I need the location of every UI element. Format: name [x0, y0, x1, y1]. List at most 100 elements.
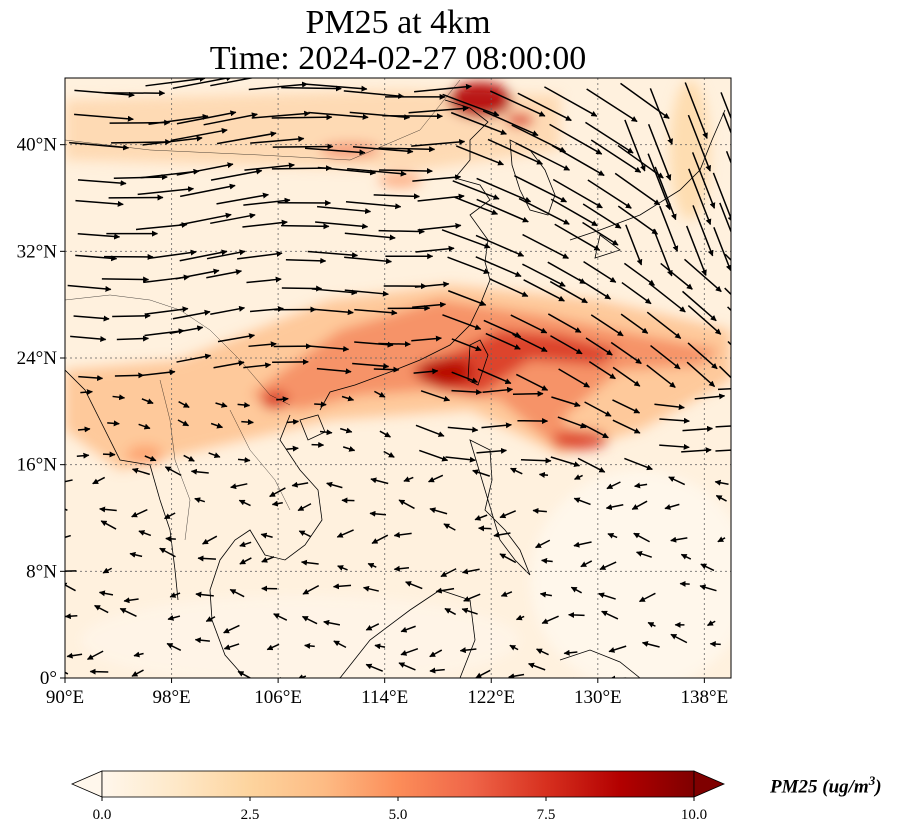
pm25-patch-shandong: [378, 172, 422, 188]
wind-arrow: [509, 644, 519, 651]
wind-arrow: [461, 607, 478, 615]
wind-arrow: [451, 338, 482, 352]
wind-arrow: [142, 135, 203, 146]
wind-arrow: [550, 335, 583, 355]
wind-arrow: [138, 530, 152, 537]
wind-arrow: [720, 92, 731, 121]
wind-arrow: [450, 111, 507, 135]
wind-arrow: [378, 341, 411, 348]
wind-arrow: [512, 390, 544, 397]
wind-arrow: [451, 389, 483, 396]
wind-arrow: [168, 679, 184, 686]
wind-arrow: [65, 479, 73, 483]
wind-arrow: [550, 198, 598, 227]
wind-arrow: [311, 288, 358, 296]
wind-arrow: [573, 541, 592, 548]
colorbar-extend-min: [70, 770, 103, 798]
wind-arrow: [549, 123, 603, 155]
wind-arrow: [634, 482, 648, 489]
wind-arrow: [614, 172, 661, 206]
wind-arrow: [523, 279, 565, 302]
wind-arrow: [585, 121, 634, 154]
wind-arrow: [342, 446, 356, 452]
wind-arrow: [455, 145, 504, 166]
wind-arrow: [217, 333, 256, 343]
wind-arrow: [541, 615, 559, 624]
wind-arrow: [647, 621, 656, 628]
wind-arrow: [352, 146, 414, 155]
wind-arrow: [369, 510, 387, 517]
wind-arrow: [135, 222, 188, 231]
colorbar-tick-label: 7.5: [537, 807, 556, 823]
wind-arrow: [210, 168, 263, 181]
wind-arrow: [659, 417, 690, 424]
wind-arrow: [306, 83, 368, 92]
wind-arrow: [727, 340, 731, 346]
wind-arrow: [169, 592, 181, 598]
wind-arrow: [145, 78, 206, 87]
wind-arrow: [414, 281, 450, 288]
wind-arrow: [74, 89, 135, 98]
wind-arrow: [417, 193, 465, 202]
wind-arrow: [610, 341, 642, 365]
wind-arrow: [164, 466, 182, 477]
wind-arrow: [349, 111, 411, 121]
colorbar-label-text: PM25 (ug/m: [770, 776, 869, 798]
wind-arrow: [428, 474, 444, 483]
wind-arrow: [194, 637, 210, 644]
wind-arrow: [582, 203, 622, 229]
wind-arrow: [475, 256, 522, 277]
wind-arrow: [549, 280, 588, 304]
wind-arrow: [660, 262, 693, 290]
wind-arrow: [605, 504, 624, 511]
wind-arrow: [365, 623, 380, 631]
wind-arrow: [172, 309, 211, 320]
wind-arrow: [725, 150, 731, 165]
wind-arrow: [668, 476, 686, 486]
wind-arrow: [535, 539, 551, 549]
wind-arrow: [100, 520, 117, 530]
wind-arrow: [172, 78, 233, 90]
wind-arrow: [649, 88, 673, 145]
border-china-north: [65, 79, 461, 161]
wind-arrow: [528, 662, 546, 671]
wind-arrow: [65, 582, 76, 592]
colorbar-tick-label: 5.0: [389, 807, 408, 823]
wind-arrow: [393, 531, 412, 538]
colorbar-body: [101, 770, 695, 798]
wind-arrow: [243, 197, 291, 206]
wind-arrow: [398, 662, 416, 671]
wind-arrow: [260, 532, 273, 539]
wind-arrow: [383, 450, 395, 458]
wind-arrow: [271, 500, 283, 507]
wind-arrow: [314, 401, 327, 408]
wind-arrow: [461, 568, 480, 575]
wind-arrow: [238, 499, 251, 507]
wind-arrow: [558, 368, 590, 388]
wind-arrow: [517, 92, 572, 122]
wind-arrow: [76, 452, 90, 459]
wind-arrow: [601, 610, 619, 620]
wind-arrow: [165, 535, 176, 542]
wind-arrow: [178, 401, 190, 409]
wind-arrow: [370, 477, 389, 485]
wind-arrow: [374, 390, 386, 398]
wind-arrow: [347, 168, 407, 177]
wind-arrow: [340, 427, 353, 434]
wind-arrow: [712, 172, 731, 223]
wind-arrow: [223, 624, 240, 634]
y-tick-label: 32°N: [17, 241, 58, 262]
wind-arrow: [692, 205, 714, 257]
wind-arrow: [582, 221, 619, 246]
wind-arrow: [617, 205, 658, 235]
colorbar-extend-max: [693, 770, 726, 798]
wind-arrow: [463, 593, 481, 602]
wind-arrow: [208, 452, 221, 458]
wind-arrow: [323, 619, 341, 626]
wind-arrow: [508, 673, 525, 678]
wind-arrow: [167, 614, 181, 621]
wind-arrow: [607, 533, 618, 539]
wind-arrow: [482, 386, 514, 393]
wind-arrow: [713, 227, 731, 272]
wind-arrow: [141, 398, 154, 405]
